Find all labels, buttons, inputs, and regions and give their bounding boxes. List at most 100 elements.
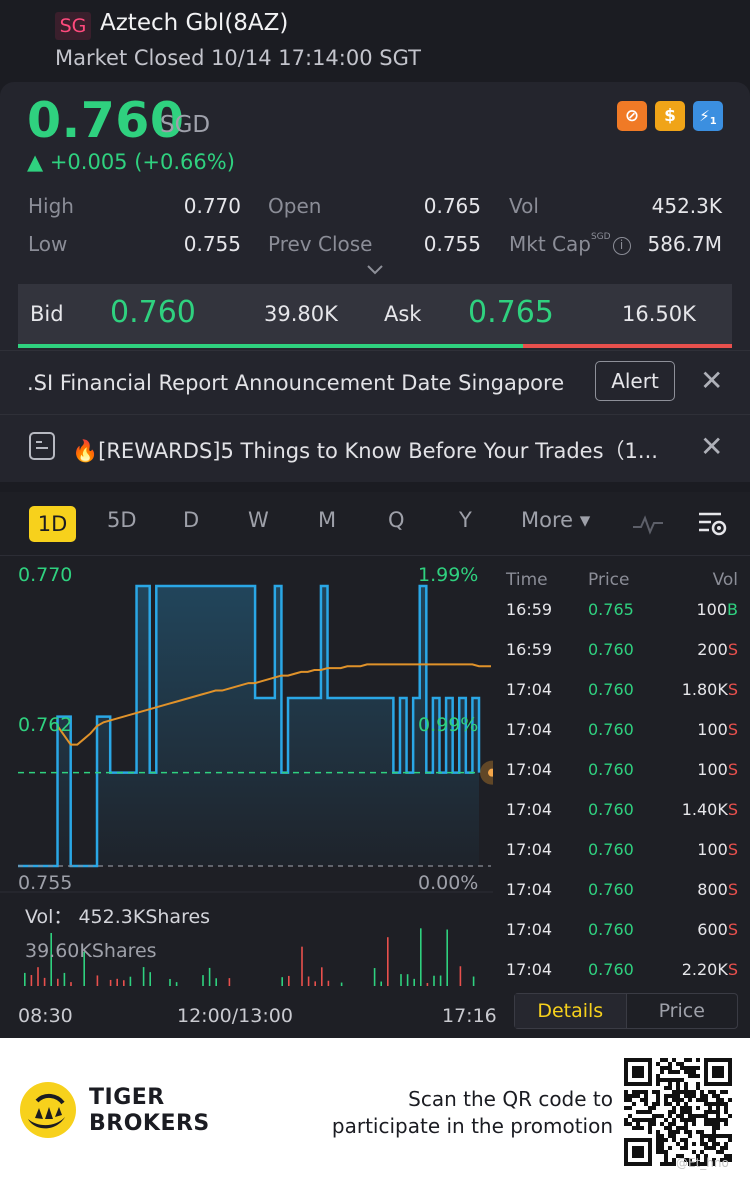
tab-y[interactable]: Y <box>459 508 472 532</box>
close-rewards-notice-icon[interactable]: ✕ <box>700 430 724 463</box>
chevron-down-icon[interactable] <box>366 263 384 277</box>
tab-details[interactable]: Details <box>515 994 627 1028</box>
trade-price: 0.760 <box>588 680 634 699</box>
last-price-marker-core <box>488 768 493 777</box>
trade-time: 17:04 <box>506 840 553 859</box>
trade-side: S <box>727 920 738 939</box>
y-axis-mid-label: 0.762 <box>18 714 73 736</box>
trade-volume: 100S <box>697 840 738 859</box>
volume-bar <box>109 979 112 986</box>
volume-bar <box>63 972 66 986</box>
y-axis-bottom-label: 0.755 <box>18 872 73 894</box>
volume-bar <box>129 976 132 986</box>
trade-price: 0.760 <box>588 760 634 779</box>
tiger-logo-icon <box>20 1082 76 1138</box>
indicator-icon[interactable] <box>632 514 664 536</box>
volume-bar <box>446 929 448 986</box>
volume-bars <box>24 928 475 986</box>
trade-volume: 1.40KS <box>681 800 738 819</box>
volume-bar <box>202 975 204 986</box>
scan-instruction-line-2: participate in the promotion <box>331 1114 613 1138</box>
trade-side: S <box>727 640 738 659</box>
no-short-icon[interactable]: ⊘ <box>617 101 647 131</box>
pct-axis-bottom-label: 0.00% <box>418 872 479 894</box>
volume-bar <box>327 980 330 986</box>
volume-bar <box>208 967 211 986</box>
promo-footer: TIGER BROKERS Scan the QR code to partic… <box>0 1038 750 1183</box>
pct-axis-top-label: 1.99% <box>418 564 479 586</box>
trade-side: S <box>727 840 738 859</box>
trade-side: S <box>727 960 738 979</box>
trade-price: 0.760 <box>588 640 634 659</box>
volume-bar <box>433 975 435 986</box>
bid-size: 39.80K <box>264 302 338 326</box>
rewards-notice[interactable]: 🔥[REWARDS]5 Things to Know Before Your T… <box>0 414 750 478</box>
trade-row: 16:59 0.760 200S <box>493 640 750 680</box>
tab-m[interactable]: M <box>318 508 337 532</box>
dollar-icon[interactable]: $ <box>655 101 685 131</box>
volume-bar <box>83 951 85 986</box>
volume-bar <box>373 968 376 986</box>
tab-d[interactable]: D <box>183 508 200 532</box>
x-axis-mid-label: 12:00/13:00 <box>177 1005 293 1027</box>
volume-bar <box>321 967 323 986</box>
stock-header: SG Aztech Gbl(8AZ) Market Closed 10/14 1… <box>0 0 750 82</box>
volume-bar <box>387 937 389 986</box>
trade-side: S <box>727 760 738 779</box>
trade-volume: 100S <box>697 720 738 739</box>
bid-price: 0.760 <box>110 295 196 330</box>
tab-q[interactable]: Q <box>388 508 405 532</box>
ask-price: 0.765 <box>468 295 554 330</box>
stock-title: Aztech Gbl(8AZ) <box>100 10 289 36</box>
volume-bar <box>215 978 217 986</box>
report-notice[interactable]: .SI Financial Report Announcement Date S… <box>0 350 750 414</box>
trades-header-price: Price <box>588 570 630 590</box>
tab-price[interactable]: Price <box>658 1000 705 1022</box>
chart-settings-icon[interactable] <box>697 510 727 538</box>
stat-mktcap-value: 586.7M <box>647 232 722 256</box>
feature-icons: ⊘ $ ⚡ 1 <box>617 101 723 131</box>
ask-ratio-bar <box>523 344 732 348</box>
volume-bar <box>406 974 409 986</box>
qr-code[interactable] <box>624 1058 732 1166</box>
tab-5d[interactable]: 5D <box>107 508 137 532</box>
alert-button[interactable]: Alert <box>595 361 675 401</box>
volume-bar <box>472 976 475 986</box>
trade-volume: 2.20KS <box>681 960 738 979</box>
trade-volume: 100S <box>697 760 738 779</box>
chart-section: 1D 5D D W M Q Y More ▾ <box>0 492 750 1038</box>
tab-more[interactable]: More ▾ <box>521 508 591 532</box>
close-report-notice-icon[interactable]: ✕ <box>700 364 724 397</box>
intraday-chart[interactable] <box>0 556 493 998</box>
document-icon <box>29 432 55 460</box>
trade-price: 0.760 <box>588 920 634 939</box>
volume-bar <box>169 978 171 986</box>
price-line <box>18 584 481 868</box>
trade-row: 17:04 0.760 100S <box>493 720 750 760</box>
stat-prevclose-label: Prev Close <box>268 232 373 256</box>
volume-bar <box>439 975 442 986</box>
details-tabs: Details Price <box>514 993 738 1029</box>
trade-price: 0.765 <box>588 600 634 619</box>
tab-w[interactable]: W <box>248 508 269 532</box>
bid-ratio-bar <box>18 344 523 348</box>
tab-1d[interactable]: 1D <box>29 506 76 542</box>
brand-line-1: TIGER <box>89 1085 165 1110</box>
last-price: 0.760 <box>27 92 185 149</box>
trade-side: B <box>727 600 738 619</box>
volume-bar <box>380 981 382 986</box>
trade-side: S <box>727 720 738 739</box>
trade-side: S <box>727 800 738 819</box>
region-badge: SG <box>55 12 91 40</box>
ask-label: Ask <box>384 302 422 326</box>
volume-bar <box>43 977 46 986</box>
stat-high-label: High <box>28 194 74 218</box>
volume-bar <box>123 980 125 986</box>
info-icon[interactable]: i <box>612 237 631 255</box>
volume-bar <box>37 967 39 986</box>
volume-bar <box>413 978 415 986</box>
trade-time: 17:04 <box>506 680 553 699</box>
lightning-icon[interactable]: ⚡ 1 <box>693 101 723 131</box>
trade-price: 0.760 <box>588 880 634 899</box>
trade-time: 17:04 <box>506 760 553 779</box>
